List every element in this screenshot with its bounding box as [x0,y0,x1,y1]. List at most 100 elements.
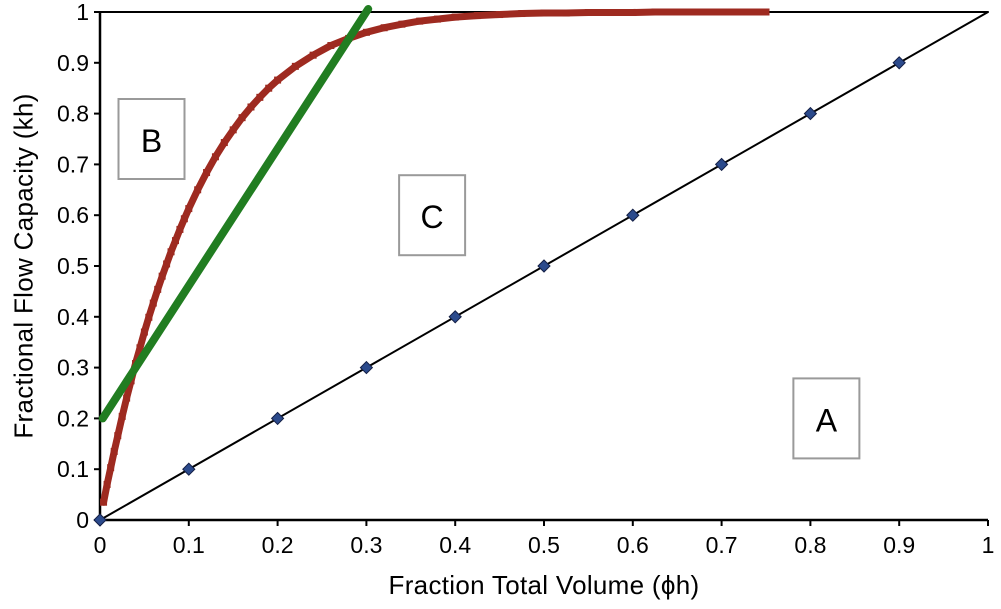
diamond-marker [626,208,640,222]
square-marker [327,42,335,50]
y-tick-label: 0 [76,507,89,533]
square-marker [158,272,166,280]
y-tick-label: 0.8 [57,101,89,127]
square-marker [114,432,122,440]
square-marker [651,8,659,16]
square-marker [140,328,148,336]
x-tick-label: 0.7 [706,532,738,558]
annotation-box-b: B [117,98,186,180]
square-marker [433,15,441,23]
square-marker [103,480,111,488]
y-tick-label: 1 [76,0,89,25]
diamond-marker [714,157,729,172]
diamond-marker [359,360,374,375]
square-marker [194,186,202,194]
annotation-frame [792,377,861,460]
square-marker [362,28,370,36]
square-marker [100,498,108,506]
x-tick-label: 1 [982,532,995,558]
square-marker [180,215,188,223]
diamond-marker [270,411,285,426]
square-marker [451,13,459,21]
x-tick-label: 0.8 [794,532,826,558]
square-marker [291,62,299,70]
diamond-marker [892,56,906,70]
x-tick-label: 0.5 [528,532,560,558]
x-tick-label: 0.3 [350,532,382,558]
x-tick-label: 0.4 [439,532,471,558]
square-marker [718,8,726,16]
y-axis-title: Fractional Flow Capacity (kh) [8,93,39,439]
series-green-tangent-line [98,5,373,423]
diamond-marker [182,462,196,476]
square-marker [518,10,526,18]
series-lorenz-flow-capacity-curve [100,8,770,506]
square-marker [203,169,211,177]
annotation-label: C [421,199,444,235]
square-marker [562,9,570,17]
square-marker [762,8,770,16]
y-tick-label: 0.5 [57,253,89,279]
square-marker [256,93,264,101]
square-marker [607,9,615,17]
x-tick-label: 0.9 [883,532,915,558]
square-marker [176,225,184,233]
square-marker [167,248,175,256]
square-marker [380,24,388,32]
square-marker [398,20,406,28]
y-tick-label: 0.7 [57,151,89,177]
x-tick-label: 0.6 [617,532,649,558]
square-marker [740,8,748,16]
diamond-marker [537,259,551,273]
square-marker [185,205,193,213]
y-tick-label: 0.1 [57,456,89,482]
square-marker [274,76,282,84]
y-tick-label: 0.3 [57,355,89,381]
x-axis-ticks: 0 0.1 0.2 0.3 0.4 0.5 0.6 0.7 0.8 0.9 1 [94,520,995,558]
square-marker [123,394,131,402]
square-marker [247,103,255,111]
series-line-green-tangent-line [98,5,373,423]
annotation-label: B [141,123,162,159]
square-marker [163,260,171,268]
square-marker [309,51,317,59]
annotation-frame [117,98,186,180]
square-marker [154,285,162,293]
y-tick-label: 0.2 [57,405,89,431]
y-tick-label: 0.4 [57,304,89,330]
x-tick-label: 0.1 [173,532,205,558]
square-marker [540,9,548,17]
diamond-marker [448,310,462,324]
square-marker [584,9,592,17]
square-marker [673,8,681,16]
x-tick-label: 0.2 [262,532,294,558]
square-marker [265,84,273,92]
square-marker [473,12,481,20]
y-tick-label: 0.9 [57,50,89,76]
annotation-box-a: A [792,377,861,460]
square-marker [211,153,219,161]
square-marker [145,313,153,321]
x-tick-label: 0 [94,532,107,558]
square-marker [149,299,157,307]
y-tick-label: 0.6 [57,202,89,228]
square-marker [695,8,703,16]
square-marker [416,17,424,25]
diamond-marker [803,106,818,121]
square-marker [229,126,237,134]
square-marker [107,464,115,472]
series-homogeneous-diagonal [93,11,989,527]
annotation-frame [398,174,467,257]
square-marker [220,139,228,147]
square-marker [118,412,126,420]
square-marker [110,447,118,455]
square-marker [629,9,637,17]
square-marker [496,11,504,19]
annotation-label: A [816,402,838,438]
square-marker [238,114,246,122]
diamond-marker [93,513,107,527]
square-marker [171,237,179,245]
square-marker [136,344,144,352]
